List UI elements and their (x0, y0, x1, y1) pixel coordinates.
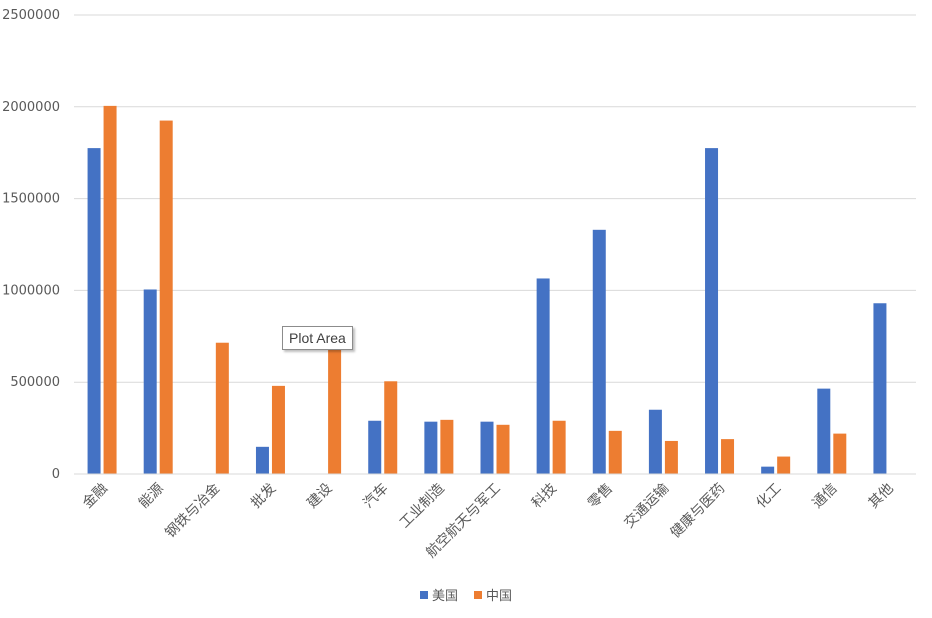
x-tick-label: 零售 (585, 481, 616, 512)
x-tick-label: 金融 (80, 481, 111, 512)
x-tick-label: 建设 (304, 481, 335, 512)
bar-us-9[interactable] (592, 229, 606, 474)
x-tick-label: 科技 (529, 481, 560, 512)
x-tick-label: 交通运输 (621, 480, 673, 532)
x-tick-label: 其他 (866, 481, 897, 512)
bar-us-5[interactable] (368, 420, 382, 474)
x-tick-label: 化工 (753, 481, 784, 512)
bar-cn-0[interactable] (103, 105, 117, 474)
bar-us-3[interactable] (255, 446, 269, 474)
legend[interactable]: 美国 中国 (420, 589, 512, 604)
bar-cn-1[interactable] (159, 120, 173, 474)
plot-area-tooltip: Plot Area (282, 326, 353, 350)
y-axis-ticks: 0 500000 1000000 1500000 2000000 2500000 (2, 8, 60, 482)
bar-cn-5[interactable] (384, 381, 398, 474)
bar-cn-9[interactable] (608, 430, 622, 474)
x-tick-label: 钢铁与冶金 (162, 481, 223, 542)
bar-us-12[interactable] (761, 466, 775, 474)
x-tick-label: 工业制造 (397, 481, 448, 532)
bar-us-7[interactable] (480, 421, 494, 474)
bar-cn-4[interactable] (328, 347, 342, 474)
bar-cn-8[interactable] (552, 420, 566, 474)
bar-us-1[interactable] (143, 289, 157, 474)
x-tick-label: 批发 (248, 481, 279, 512)
bar-us-8[interactable] (536, 278, 550, 474)
x-tick-label: 通信 (810, 481, 841, 512)
x-tick-label: 能源 (136, 481, 167, 512)
bar-cn-12[interactable] (777, 456, 791, 474)
y-tick-label: 0 (52, 467, 60, 482)
bar-cn-13[interactable] (833, 433, 847, 474)
x-axis-labels: 金融 能源钢铁与冶金 批发 建设 汽车 工业制造航空航天与军工 科技 零售 交通运输健康与医药化… (80, 480, 897, 561)
y-tick-label: 1500000 (2, 192, 60, 207)
y-tick-label: 2000000 (2, 100, 60, 115)
bars[interactable] (87, 105, 887, 475)
bar-cn-6[interactable] (440, 419, 454, 474)
bar-cn-7[interactable] (496, 424, 510, 474)
bar-us-11[interactable] (705, 148, 719, 475)
bar-cn-10[interactable] (664, 440, 678, 474)
bar-us-0[interactable] (87, 148, 101, 475)
bar-us-6[interactable] (424, 421, 438, 474)
legend-swatch (474, 591, 482, 599)
bar-cn-3[interactable] (271, 385, 285, 474)
y-tick-label: 2500000 (2, 8, 60, 23)
bar-cn-11[interactable] (721, 439, 735, 474)
x-tick-label: 汽车 (360, 480, 392, 512)
x-tick-label: 健康与医药 (667, 480, 729, 542)
legend-swatch (420, 591, 428, 599)
bar-us-14[interactable] (873, 303, 887, 474)
gridlines (74, 14, 916, 383)
bar-us-10[interactable] (648, 409, 662, 474)
bar-cn-2[interactable] (215, 342, 229, 474)
legend-label[interactable]: 中国 (486, 589, 512, 604)
y-tick-label: 500000 (10, 375, 60, 390)
bar-us-13[interactable] (817, 388, 831, 474)
legend-label[interactable]: 美国 (432, 589, 458, 604)
y-tick-label: 1000000 (2, 283, 60, 298)
